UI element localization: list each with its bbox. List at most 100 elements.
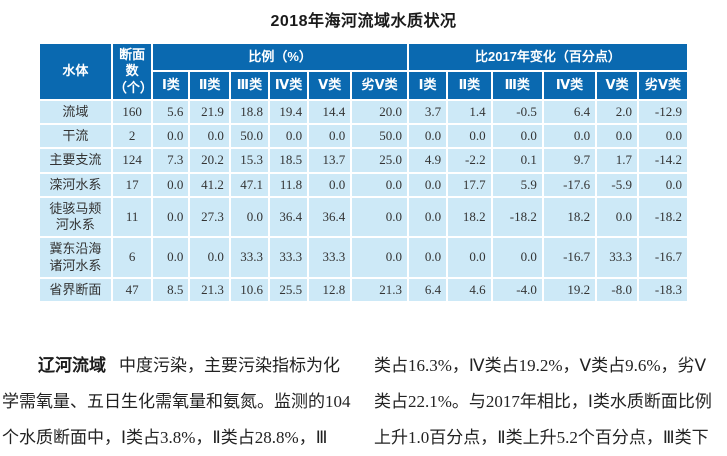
header-class: 劣Ⅴ类 [350, 70, 409, 101]
paragraph-line: 个水质断面中，Ⅰ类占3.8%，Ⅱ类占28.8%，Ⅲ [2, 428, 328, 447]
change-cell: 0.0 [490, 122, 544, 150]
proportion-cell: 0.0 [151, 122, 191, 150]
proportion-cell: 21.9 [188, 98, 231, 126]
paragraph-line: 辽河流域 中度污染，主要污染指标为化 [2, 348, 364, 384]
proportion-cell: 47.1 [228, 171, 271, 198]
change-cell: -5.9 [595, 171, 639, 198]
section-count-cell: 47 [110, 276, 154, 304]
table-row: 流域 160 5.6 21.9 18.8 19.4 14.4 20.0 3.7 1.4 -0.5… [38, 98, 690, 126]
header-class: 劣Ⅴ类 [636, 70, 690, 101]
row-name-cell: 徒骇马颊河水系 [38, 195, 113, 239]
proportion-cell: 50.0 [350, 122, 409, 150]
change-cell: 2.0 [595, 98, 639, 126]
header-class: Ⅲ类 [490, 70, 544, 101]
paragraph-line: 类占16.3%，Ⅳ类占19.2%，Ⅴ类占9.6%，劣Ⅴ [374, 356, 707, 375]
header-section-count: 断面数 （个） [110, 42, 154, 101]
water-quality-table: 水体 断面数 （个） 比例（%） 比2017年变化（百分点） Ⅰ类 Ⅱ类 Ⅲ类 Ⅳ… [38, 41, 690, 304]
table-body: 流域 160 5.6 21.9 18.8 19.4 14.4 20.0 3.7 1.4 -0.5… [38, 98, 690, 304]
proportion-cell: 12.8 [307, 276, 353, 304]
change-cell: -18.2 [490, 195, 544, 239]
section-count-cell: 11 [110, 195, 154, 239]
proportion-cell: 41.2 [188, 171, 231, 198]
header-proportion-group: 比例（%） [151, 41, 409, 73]
change-cell: -12.9 [636, 98, 690, 126]
change-cell: 5.9 [490, 171, 544, 198]
change-cell: 6.4 [406, 276, 449, 304]
change-cell: 4.6 [446, 276, 493, 304]
proportion-cell: 33.3 [267, 236, 310, 279]
change-cell: 0.0 [406, 195, 449, 239]
paragraph-right-column: 类占16.3%，Ⅳ类占19.2%，Ⅴ类占9.6%，劣Ⅴ 类占22.1%。与201… [374, 348, 724, 456]
change-cell: -8.0 [595, 276, 639, 304]
basin-name-lead: 辽河流域 [38, 356, 106, 375]
change-cell: -0.5 [490, 98, 544, 126]
change-cell: -18.3 [636, 276, 690, 304]
section-count-cell: 17 [110, 171, 154, 198]
proportion-cell: 36.4 [267, 195, 310, 239]
table-row: 省界断面 47 8.5 21.3 10.6 25.5 12.8 21.3 6.4 4.6 -4.… [38, 276, 690, 304]
proportion-cell: 0.0 [350, 195, 409, 239]
proportion-cell: 8.5 [151, 276, 191, 304]
header-water-body: 水体 [38, 42, 113, 101]
change-cell: 0.0 [406, 171, 449, 198]
change-cell: 1.4 [446, 98, 493, 126]
header-class: Ⅱ类 [188, 70, 231, 101]
proportion-cell: 15.3 [228, 147, 271, 174]
change-cell: 18.2 [541, 195, 598, 239]
section-count-cell: 160 [110, 98, 154, 126]
proportion-cell: 27.3 [188, 195, 231, 239]
proportion-cell: 14.4 [307, 98, 353, 126]
change-cell: 0.1 [490, 147, 544, 174]
header-class: Ⅰ类 [151, 70, 191, 101]
proportion-cell: 0.0 [151, 171, 191, 198]
row-name-cell: 干流 [38, 122, 113, 150]
change-cell: 0.0 [595, 122, 639, 150]
section-count-cell: 6 [110, 236, 154, 279]
paragraph-text: 中度污染，主要污染指标为化 [119, 356, 340, 375]
proportion-cell: 0.0 [350, 171, 409, 198]
table-row: 冀东沿海诸河水系 6 0.0 0.0 33.3 33.3 33.3 0.0 0.0 0.0 0.… [38, 236, 690, 279]
change-cell: 0.0 [446, 122, 493, 150]
proportion-cell: 0.0 [151, 236, 191, 279]
table-row: 干流 2 0.0 0.0 50.0 0.0 0.0 50.0 0.0 0.0 0.0 0.0 0.0… [38, 122, 690, 150]
proportion-cell: 0.0 [307, 122, 353, 150]
section-count-cell: 124 [110, 147, 154, 174]
row-name-cell: 冀东沿海诸河水系 [38, 236, 113, 279]
change-cell: 9.7 [541, 147, 598, 174]
proportion-cell: 25.5 [267, 276, 310, 304]
proportion-cell: 19.4 [267, 98, 310, 126]
proportion-cell: 33.3 [228, 236, 271, 279]
change-cell: 19.2 [541, 276, 598, 304]
change-cell: 0.0 [490, 236, 544, 279]
paragraph-line: 类占22.1%。与2017年相比，Ⅰ类水质断面比例 [374, 392, 712, 411]
proportion-cell: 18.8 [228, 98, 271, 126]
proportion-cell: 50.0 [228, 122, 271, 150]
header-class: Ⅲ类 [228, 70, 271, 101]
row-name-cell: 省界断面 [38, 276, 113, 304]
change-cell: 17.7 [446, 171, 493, 198]
header-change-group: 比2017年变化（百分点） [406, 41, 690, 73]
paragraph-left-column: 辽河流域 中度污染，主要污染指标为化 学需氧量、五日生化需氧量和氨氮。监测的104… [2, 348, 364, 456]
row-name-cell: 滦河水系 [38, 171, 113, 198]
change-cell: 0.0 [406, 122, 449, 150]
proportion-cell: 21.3 [188, 276, 231, 304]
proportion-cell: 20.0 [350, 98, 409, 126]
change-cell: 0.0 [595, 195, 639, 239]
header-class: Ⅴ类 [595, 70, 639, 101]
table-row: 徒骇马颊河水系 11 0.0 27.3 0.0 36.4 36.4 0.0 0.0 18.2-… [38, 195, 690, 239]
change-cell: 0.0 [406, 236, 449, 279]
paragraph-line: 上升1.0百分点，Ⅱ类上升5.2个百分点，Ⅲ类下 [374, 428, 709, 447]
change-cell: 33.3 [595, 236, 639, 279]
proportion-cell: 13.7 [307, 147, 353, 174]
proportion-cell: 0.0 [307, 171, 353, 198]
proportion-cell: 0.0 [188, 122, 231, 150]
table-row: 滦河水系 17 0.0 41.2 47.1 11.8 0.0 0.0 0.0 17.7 5.9-… [38, 171, 690, 198]
change-cell: -4.0 [490, 276, 544, 304]
proportion-cell: 20.2 [188, 147, 231, 174]
header-class: Ⅳ类 [541, 70, 598, 101]
section-count-cell: 2 [110, 122, 154, 150]
header-class: Ⅱ类 [446, 70, 493, 101]
change-cell: 3.7 [406, 98, 449, 126]
proportion-cell: 0.0 [350, 236, 409, 279]
change-cell: -2.2 [446, 147, 493, 174]
